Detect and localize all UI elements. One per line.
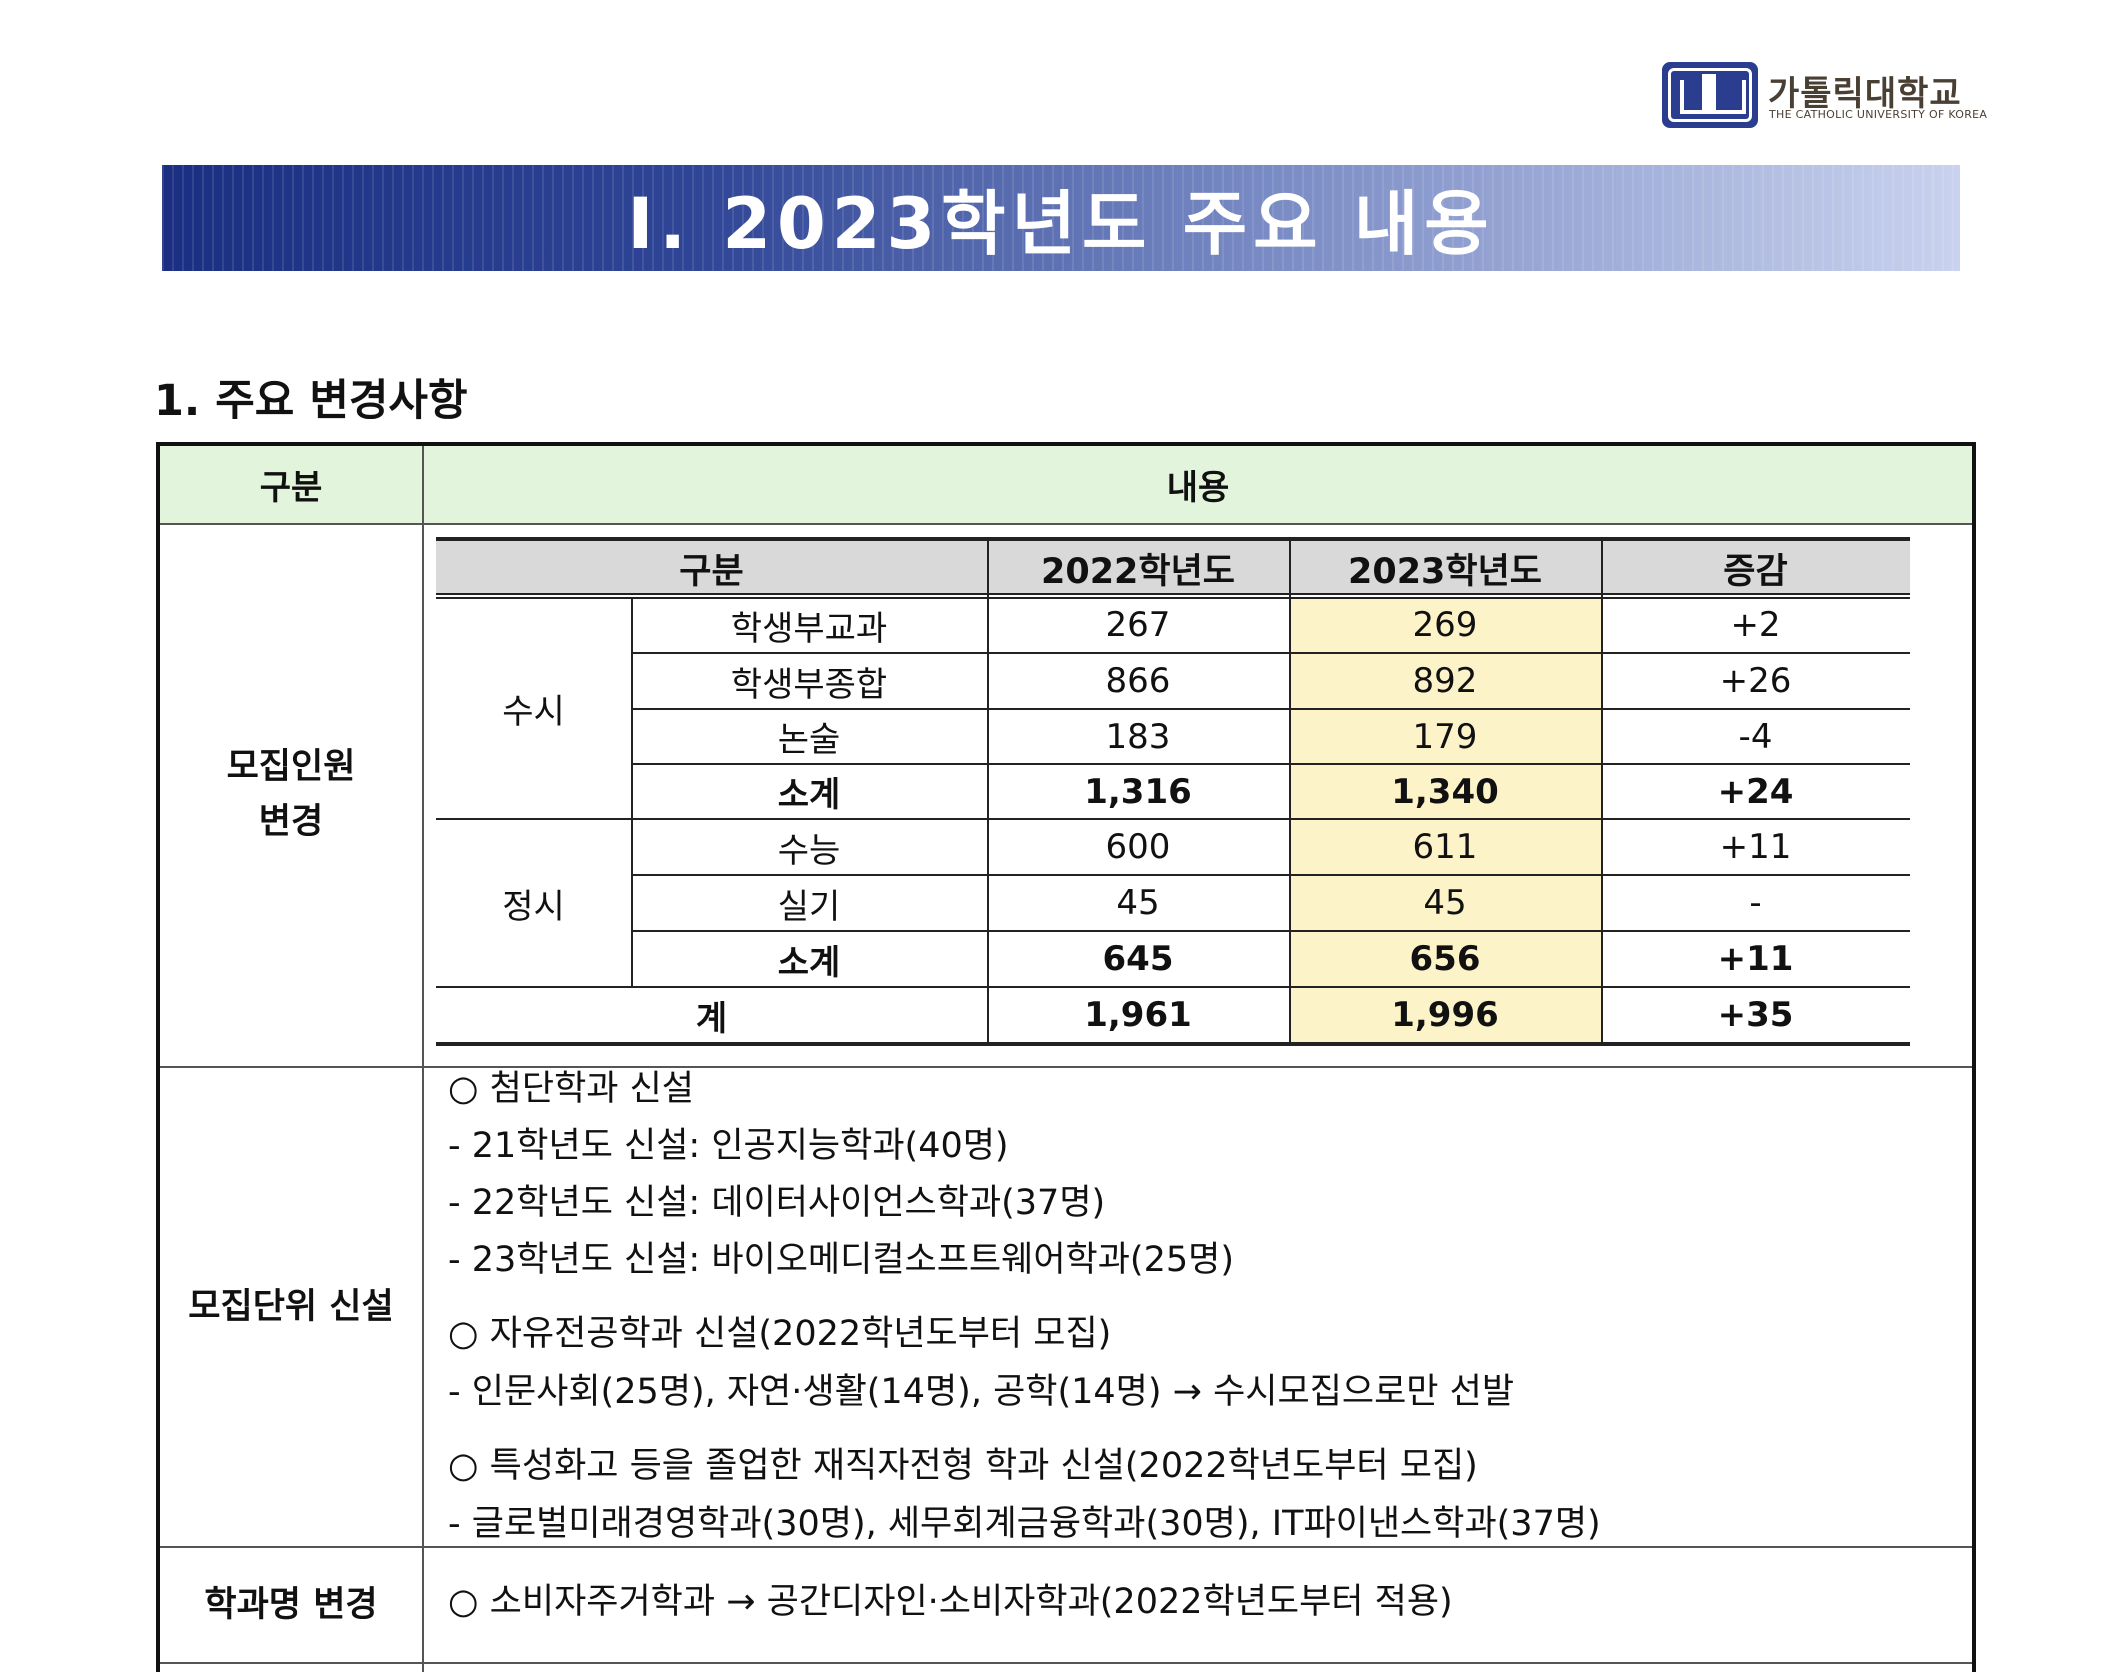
table-cell-2022: 866 [1105, 661, 1171, 701]
subtotal-cell-2022: 1,316 [1084, 771, 1192, 812]
table-rule [436, 1042, 1910, 1046]
table-cell-2023: 45 [1423, 883, 1467, 923]
bullet-heading: ○ 자유전공학과 신설(2022학년도부터 모집) [448, 1314, 1112, 1354]
section-heading: 1. 주요 변경사항 [154, 376, 468, 426]
table-rule [631, 708, 1910, 710]
subtotal-cell-diff: +24 [1717, 771, 1794, 812]
group-label-susi: 수시 [502, 691, 565, 732]
logo-subtitle: THE CATHOLIC UNIVERSITY OF KOREA [1769, 108, 1988, 121]
table-cell-diff: -4 [1738, 716, 1773, 757]
group-label-jeongsi: 정시 [502, 886, 565, 927]
total-cell-2022: 1,961 [1084, 995, 1192, 1035]
table-rule [631, 763, 1910, 765]
table-cell-2022: 600 [1105, 827, 1171, 867]
subtotal-cell-item: 소계 [777, 775, 841, 815]
inner-header-2023: 2023학년도 [1347, 551, 1542, 592]
table-rule [436, 537, 1910, 541]
bullet-item: - 인문사회(25명), 자연·생활(14명), 공학(14명) → 수시모집으… [448, 1372, 1515, 1412]
bullet-item: - 23학년도 신설: 바이오메디컬소프트웨어학과(25명) [448, 1240, 1234, 1280]
table-cell-item: 학생부종합 [730, 664, 888, 705]
table-rule [631, 930, 1910, 932]
table-rule [631, 652, 1910, 654]
table-rule [436, 986, 1910, 988]
university-logo: 가톨릭대학교 THE CATHOLIC UNIVERSITY OF KOREA [1662, 60, 1987, 132]
table-cell-2023: 269 [1412, 605, 1478, 645]
bullet-heading: ○ 특성화고 등을 졸업한 재직자전형 학과 신설(2022학년도부터 모집) [448, 1446, 1478, 1486]
row-label-recruitment-change: 모집인원 변경 [160, 523, 422, 1066]
bullet-heading: ○ 첨단학과 신설 [448, 1069, 694, 1109]
subtotal-cell-2023: 656 [1409, 939, 1481, 979]
inner-header-category: 구분 [679, 551, 744, 592]
table-cell-item: 학생부교과 [730, 608, 888, 649]
row-divider [160, 1066, 1972, 1068]
table-cell-item: 논술 [777, 720, 841, 760]
changes-table: 구분 내용 모집인원 변경 모집단위 신설 학과명 변경 [156, 442, 1976, 1672]
table-cell-2022: 267 [1105, 605, 1171, 645]
bullet-item: - 글로벌미래경영학과(30명), 세무회계금융학과(30명), IT파이낸스학… [448, 1504, 1601, 1544]
row-divider [160, 1662, 1972, 1664]
table-rule [436, 593, 1910, 595]
total-cell-item: 계 [695, 998, 728, 1039]
highlight-2023-column [1289, 597, 1601, 1043]
table-cell-2023: 179 [1412, 716, 1478, 757]
inner-header-bg [436, 541, 1910, 595]
table-rule [436, 597, 1910, 599]
table-cell-2023: 611 [1412, 827, 1478, 867]
table-cell-2022: 45 [1116, 883, 1160, 923]
table-cell-diff: - [1749, 883, 1762, 923]
table-rule [631, 874, 1910, 876]
recruitment-table: 구분 2022학년도 2023학년도 증감 수시 정시 학생부교과 267 26… [436, 537, 1910, 1047]
table-cell-2022: 183 [1105, 716, 1171, 757]
row-label-line: 변경 [258, 801, 324, 842]
table-cell-item: 수능 [777, 830, 841, 871]
row-label-line: 모집인원 [226, 747, 356, 788]
total-cell-diff: +35 [1717, 995, 1794, 1035]
table-header-row [160, 446, 1972, 523]
table-cell-diff: +26 [1719, 661, 1792, 701]
table-rule [436, 818, 1910, 820]
table-cell-diff: +2 [1730, 605, 1781, 645]
subtotal-cell-2022: 645 [1102, 939, 1174, 979]
table-col-rule [1289, 541, 1291, 1043]
logo-name: 가톨릭대학교 [1768, 74, 1962, 114]
column-divider [422, 446, 424, 1672]
header-category: 구분 [259, 468, 323, 508]
row-label-new-units: 모집단위 신설 [188, 1286, 394, 1327]
bullet-item: - 22학년도 신설: 데이터사이언스학과(37명) [448, 1183, 1106, 1223]
table-cell-2023: 892 [1412, 661, 1478, 701]
header-content: 내용 [1166, 468, 1230, 508]
table-col-rule [631, 597, 633, 987]
rename-text: ○ 소비자주거학과 → 공간디자인·소비자학과(2022학년도부터 적용) [448, 1582, 1453, 1622]
row-divider [160, 1546, 1972, 1548]
row-label-rename: 학과명 변경 [204, 1584, 378, 1625]
table-col-rule [1601, 541, 1603, 1043]
total-cell-2023: 1,996 [1391, 995, 1499, 1035]
inner-header-2022: 2022학년도 [1040, 551, 1235, 592]
table-cell-diff: +11 [1719, 827, 1792, 867]
subtotal-cell-2023: 1,340 [1391, 771, 1499, 812]
table-cell-item: 실기 [777, 886, 841, 927]
subtotal-cell-item: 소계 [777, 942, 841, 983]
subtotal-cell-diff: +11 [1717, 939, 1794, 979]
row-divider [160, 523, 1972, 525]
bullet-item: - 21학년도 신설: 인공지능학과(40명) [448, 1126, 1009, 1166]
inner-header-diff: 증감 [1723, 551, 1788, 592]
title-banner: Ⅰ. 2023학년도 주요 내용 [162, 165, 1960, 271]
banner-title: Ⅰ. 2023학년도 주요 내용 [627, 182, 1495, 265]
university-emblem-icon [1662, 62, 1758, 128]
table-col-rule [987, 541, 989, 1043]
